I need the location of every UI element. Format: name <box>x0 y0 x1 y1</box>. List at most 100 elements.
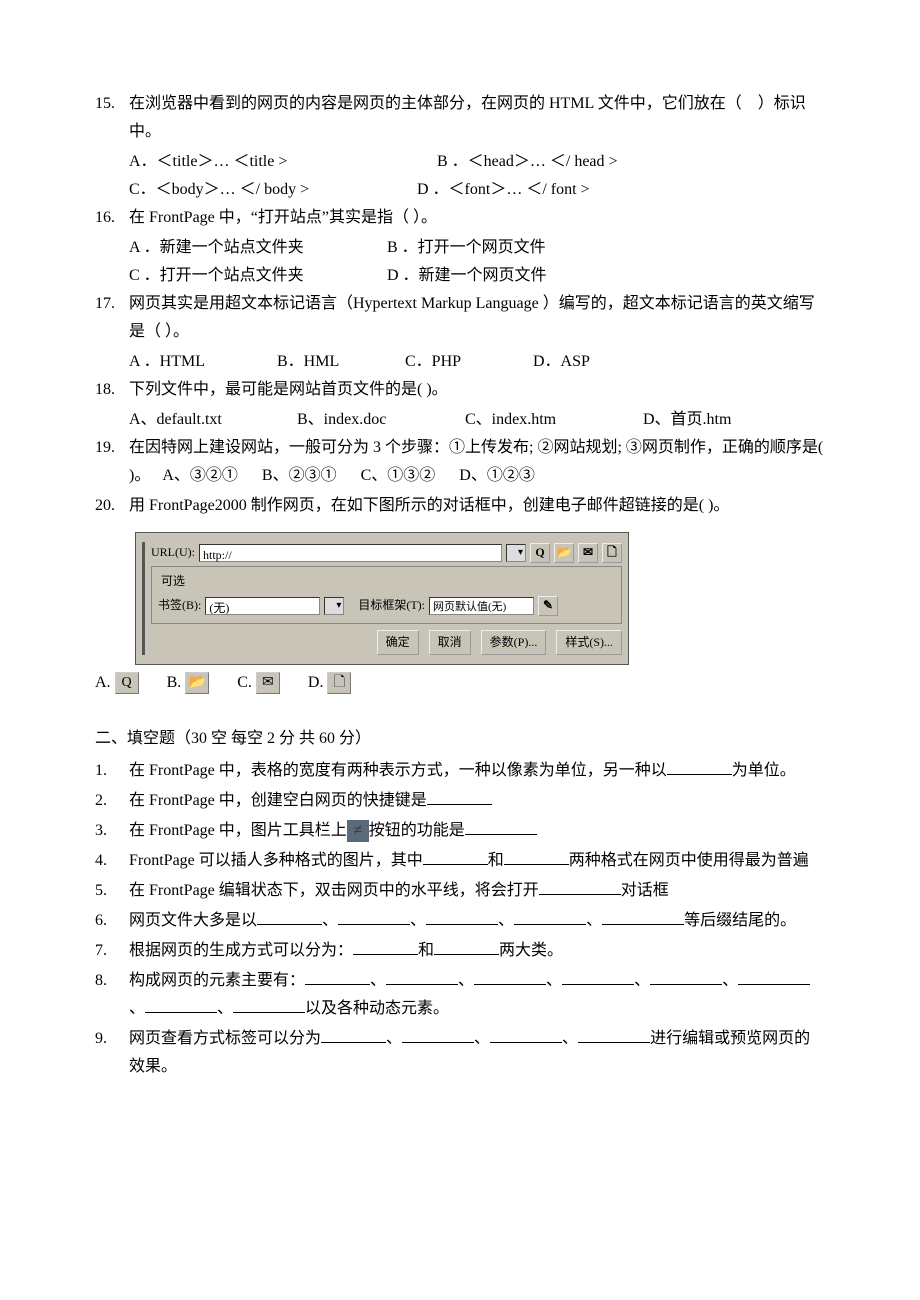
f3-b: 按钮的功能是 <box>369 822 465 839</box>
f8-blank-3[interactable] <box>474 968 546 985</box>
f9-blank-1[interactable] <box>321 1026 386 1043</box>
f8-num: 8. <box>95 967 129 1023</box>
frame-input[interactable]: 网页默认值(无) <box>429 597 534 615</box>
q18-opt-c: C、index.htm <box>465 406 615 434</box>
f8-blank-6[interactable] <box>738 968 810 985</box>
url-dropdown[interactable]: ▾ <box>506 544 526 562</box>
question-16: 16. 在 FrontPage 中，“打开站点”其实是指（ ）。 <box>95 204 825 232</box>
q20-opt-c: C. <box>237 674 252 691</box>
f6-blank-1[interactable] <box>257 908 322 925</box>
fill-3: 3. 在 FrontPage 中，图片工具栏上≠按钮的功能是 <box>95 817 825 845</box>
q19-body: 在因特网上建设网站，一般可分为 3 个步骤：①上传发布; ②网站规划; ③网页制… <box>129 434 825 490</box>
q18-opt-d: D、首页.htm <box>643 406 731 434</box>
f6-blank-4[interactable] <box>514 908 586 925</box>
fill-6: 6. 网页文件大多是以、、、、等后缀结尾的。 <box>95 907 825 935</box>
f9-blank-4[interactable] <box>578 1026 650 1043</box>
f9-blank-3[interactable] <box>490 1026 562 1043</box>
bookmark-dropdown[interactable]: ▾ <box>324 597 344 615</box>
f7-num: 7. <box>95 937 129 965</box>
question-19: 19. 在因特网上建设网站，一般可分为 3 个步骤：①上传发布; ②网站规划; … <box>95 434 825 490</box>
q19-opt-a: A、③②① <box>162 467 238 484</box>
hyperlink-dialog: URL(U): http:// ▾ Q 📂 ✉ 🗋 可选 书签(B): (无) … <box>135 532 629 665</box>
f7-blank-1[interactable] <box>353 938 418 955</box>
q16-opt-b: B ．打开一个网页文件 <box>387 234 546 262</box>
style-button[interactable]: 样式(S)... <box>556 630 622 655</box>
f5-blank[interactable] <box>539 878 621 895</box>
q16-text: 在 FrontPage 中，“打开站点”其实是指（ ）。 <box>129 204 825 232</box>
bookmark-label: 书签(B): <box>158 595 201 616</box>
frame-edit-icon[interactable]: ✎ <box>538 596 558 616</box>
q17-options: A ．HTML B．HML C．PHP D．ASP <box>129 348 825 376</box>
fill-8: 8. 构成网页的元素主要有：、、、、、、、以及各种动态元素。 <box>95 967 825 1023</box>
q20-text: 用 FrontPage2000 制作网页，在如下图所示的对话框中，创建电子邮件超… <box>129 492 825 520</box>
params-button[interactable]: 参数(P)... <box>481 630 547 655</box>
q17-num: 17. <box>95 290 129 346</box>
q17-opt-d: D．ASP <box>533 348 590 376</box>
q16-num: 16. <box>95 204 129 232</box>
fill-2: 2. 在 FrontPage 中，创建空白网页的快捷键是 <box>95 787 825 815</box>
q16-options: A ．新建一个站点文件夹 B ．打开一个网页文件 C ．打开一个站点文件夹 D … <box>129 234 825 290</box>
f3-blank[interactable] <box>465 818 537 835</box>
f7-blank-2[interactable] <box>434 938 499 955</box>
f4-a: FrontPage 可以插人多种格式的图片，其中 <box>129 852 423 869</box>
f8-blank-8[interactable] <box>233 996 305 1013</box>
f4-c: 两种格式在网页中使用得最为普遍 <box>569 852 809 869</box>
f8-b: 以及各种动态元素。 <box>305 1000 449 1017</box>
q15-text: 在浏览器中看到的网页的内容是网页的主体部分，在网页的 HTML 文件中，它们放在… <box>129 90 825 146</box>
new-page-icon[interactable]: 🗋 <box>602 543 622 563</box>
f8-a: 构成网页的元素主要有： <box>129 972 305 989</box>
f4-blank-1[interactable] <box>423 848 488 865</box>
q19-num: 19. <box>95 434 129 490</box>
optional-group: 可选 书签(B): (无) ▾ 目标框架(T): 网页默认值(无) ✎ <box>151 566 622 624</box>
f6-blank-2[interactable] <box>338 908 410 925</box>
url-label: URL(U): <box>151 542 195 563</box>
f4-blank-2[interactable] <box>504 848 569 865</box>
f6-blank-3[interactable] <box>426 908 498 925</box>
ok-button[interactable]: 确定 <box>377 630 419 655</box>
f1-a: 在 FrontPage 中，表格的宽度有两种表示方式，一种以像素为单位，另一种以 <box>129 762 667 779</box>
f6-num: 6. <box>95 907 129 935</box>
browse-file-icon[interactable]: 📂 <box>554 543 574 563</box>
q17-opt-b: B．HML <box>277 348 377 376</box>
url-input[interactable]: http:// <box>199 544 502 562</box>
f3-num: 3. <box>95 817 129 845</box>
q17-text: 网页其实是用超文本标记语言（Hypertext Markup Language … <box>129 290 825 346</box>
f7-a: 根据网页的生成方式可以分为： <box>129 942 353 959</box>
q20-opt-b: B. <box>167 674 182 691</box>
q16-opt-a: A ．新建一个站点文件夹 <box>129 234 359 262</box>
f6-blank-5[interactable] <box>602 908 684 925</box>
f7-b: 和 <box>418 942 434 959</box>
q20-opt-d: D. <box>308 674 324 691</box>
f5-num: 5. <box>95 877 129 905</box>
f8-blank-4[interactable] <box>562 968 634 985</box>
f9-blank-2[interactable] <box>402 1026 474 1043</box>
q15-opt-a: A．＜title＞… ＜title > <box>129 148 409 176</box>
q18-opt-b: B、index.doc <box>297 406 437 434</box>
f8-blank-1[interactable] <box>305 968 370 985</box>
question-15: 15. 在浏览器中看到的网页的内容是网页的主体部分，在网页的 HTML 文件中，… <box>95 90 825 146</box>
q19-opt-c: C、①③② <box>361 467 436 484</box>
q16-opt-d: D ．新建一个网页文件 <box>387 262 547 290</box>
q17-opt-a: A ．HTML <box>129 348 249 376</box>
f9-a: 网页查看方式标签可以分为 <box>129 1030 321 1047</box>
f8-blank-2[interactable] <box>386 968 458 985</box>
browse-web-icon[interactable]: Q <box>530 543 550 563</box>
q20-options: A. Q B. 📂 C. ✉ D. 🗋 <box>95 669 825 697</box>
optional-label: 可选 <box>158 571 188 592</box>
fill-5: 5. 在 FrontPage 编辑状态下，双击网页中的水平线，将会打开对话框 <box>95 877 825 905</box>
bookmark-select[interactable]: (无) <box>205 597 320 615</box>
f1-blank[interactable] <box>667 758 732 775</box>
f6-a: 网页文件大多是以 <box>129 912 257 929</box>
q19-opt-d: D、①②③ <box>459 467 535 484</box>
f6-b: 等后缀结尾的。 <box>684 912 796 929</box>
envelope-icon: ✉ <box>256 672 280 694</box>
f8-blank-7[interactable] <box>145 996 217 1013</box>
cancel-button[interactable]: 取消 <box>429 630 471 655</box>
f7-c: 两大类。 <box>499 942 563 959</box>
question-17: 17. 网页其实是用超文本标记语言（Hypertext Markup Langu… <box>95 290 825 346</box>
f2-blank[interactable] <box>427 788 492 805</box>
f4-num: 4. <box>95 847 129 875</box>
globe-search-icon: Q <box>115 672 139 694</box>
f8-blank-5[interactable] <box>650 968 722 985</box>
email-icon[interactable]: ✉ <box>578 543 598 563</box>
